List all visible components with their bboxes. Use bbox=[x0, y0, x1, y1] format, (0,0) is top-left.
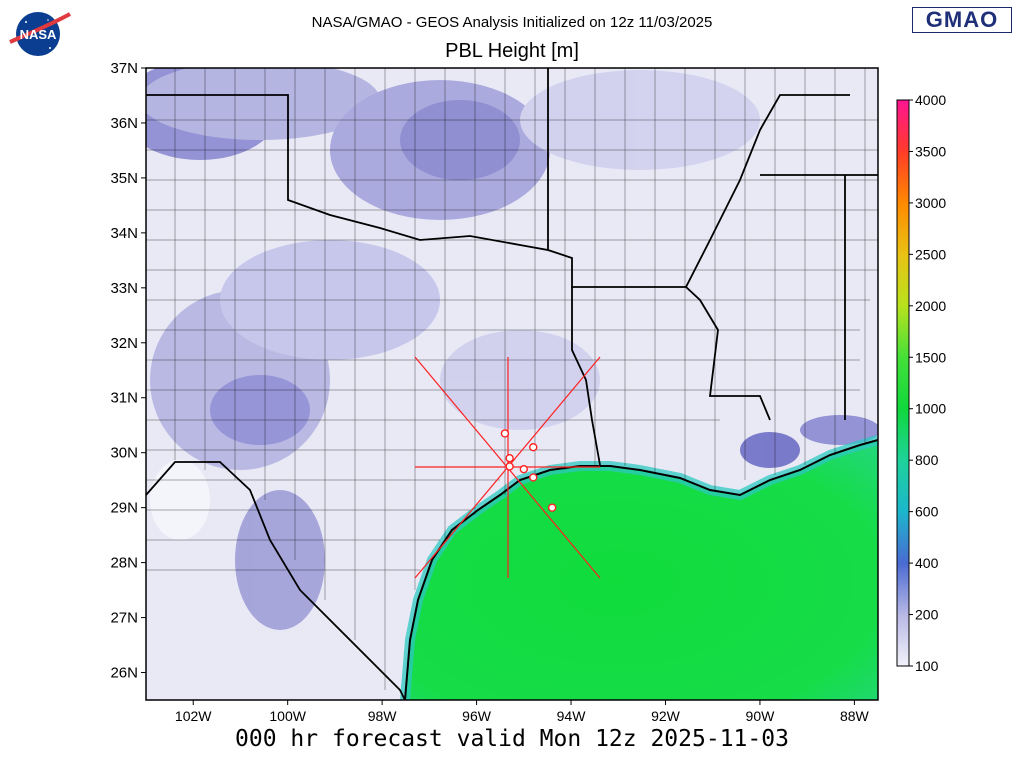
lat-tick-label: 27N bbox=[110, 610, 138, 627]
colorbar-segment bbox=[897, 254, 909, 307]
colorbar-label: 800 bbox=[915, 452, 939, 468]
colorbar-label: 1000 bbox=[915, 401, 946, 417]
station-marker bbox=[519, 464, 529, 474]
colorbar-frame bbox=[896, 99, 910, 667]
colorbar-label: 100 bbox=[915, 658, 939, 674]
colorbar-label: 3500 bbox=[915, 143, 946, 159]
station-marker bbox=[529, 473, 538, 482]
map-frame bbox=[145, 67, 879, 701]
lon-tick-label: 98W bbox=[368, 708, 398, 724]
station-marker bbox=[529, 443, 538, 452]
lat-tick-label: 36N bbox=[110, 115, 138, 132]
colorbar-segment bbox=[897, 563, 909, 616]
station-marker bbox=[505, 462, 514, 471]
colorbar-segment bbox=[897, 151, 909, 204]
colorbar-segment bbox=[897, 202, 909, 255]
colorbar-segment bbox=[897, 357, 909, 410]
lon-tick-label: 102W bbox=[175, 708, 212, 724]
colorbar-segment bbox=[897, 100, 909, 152]
lat-tick-label: 34N bbox=[110, 225, 138, 242]
colorbar-label: 400 bbox=[915, 555, 939, 571]
colorbar-label: 1500 bbox=[915, 349, 946, 365]
station-marker bbox=[505, 453, 514, 463]
forecast-valid-text: 000 hr forecast valid Mon 12z 2025-11-03 bbox=[235, 726, 789, 752]
colorbar-segment bbox=[897, 408, 909, 461]
colorbar-label: 2000 bbox=[915, 298, 946, 314]
lat-tick-label: 30N bbox=[110, 445, 138, 462]
lat-tick-label: 37N bbox=[110, 60, 138, 77]
lon-tick-label: 96W bbox=[462, 708, 492, 724]
station-marker bbox=[547, 503, 557, 512]
lat-tick-label: 26N bbox=[110, 665, 138, 682]
lat-tick-label: 32N bbox=[110, 335, 138, 352]
nasa-logo: NASA bbox=[9, 12, 71, 56]
state-borders bbox=[146, 68, 878, 700]
lon-tick-label: 92W bbox=[651, 708, 681, 724]
lon-tick-label: 90W bbox=[746, 708, 776, 724]
colorbar-segment bbox=[897, 614, 909, 667]
lat-axis: 37N 36N 35N 34N 33N 32N 31N 30N 29N 28N 27N 26N bbox=[110, 60, 146, 682]
colorbar-label: 4000 bbox=[915, 92, 946, 108]
gmao-logo: GMAO bbox=[912, 7, 1012, 33]
lat-tick-label: 29N bbox=[110, 500, 138, 517]
map-title: PBL Height [m] bbox=[445, 40, 579, 62]
station-marker bbox=[500, 429, 510, 438]
colorbar-label: 200 bbox=[915, 607, 939, 623]
lon-axis: 102W 100W 98W 96W 94W 92W 90W 88W bbox=[175, 700, 870, 724]
header-title: NASA/GMAO - GEOS Analysis Initialized on… bbox=[311, 14, 713, 31]
colorbar-segment bbox=[897, 511, 909, 564]
lon-tick-label: 100W bbox=[269, 708, 306, 724]
lat-tick-label: 28N bbox=[110, 555, 138, 572]
colorbar-segment bbox=[897, 305, 909, 358]
lat-tick-label: 33N bbox=[110, 280, 138, 297]
colorbar-label: 600 bbox=[915, 504, 939, 520]
gulf-of-mexico bbox=[405, 440, 878, 700]
colorbar: 4000 3500 3000 2500 2000 1500 1000 800 600 400 200… bbox=[896, 92, 946, 674]
station-markers bbox=[500, 429, 557, 512]
lon-tick-label: 94W bbox=[557, 708, 587, 724]
colorbar-label: 3000 bbox=[915, 195, 946, 211]
lon-tick-label: 88W bbox=[840, 708, 870, 724]
colorbar-label: 2500 bbox=[915, 246, 946, 262]
county-lines bbox=[146, 68, 878, 690]
nasa-logo-text: NASA bbox=[20, 27, 57, 42]
lat-tick-label: 31N bbox=[110, 390, 138, 407]
map-area bbox=[146, 68, 878, 700]
colorbar-segment bbox=[897, 460, 909, 513]
coastline bbox=[404, 439, 878, 700]
lat-tick-label: 35N bbox=[110, 170, 138, 187]
